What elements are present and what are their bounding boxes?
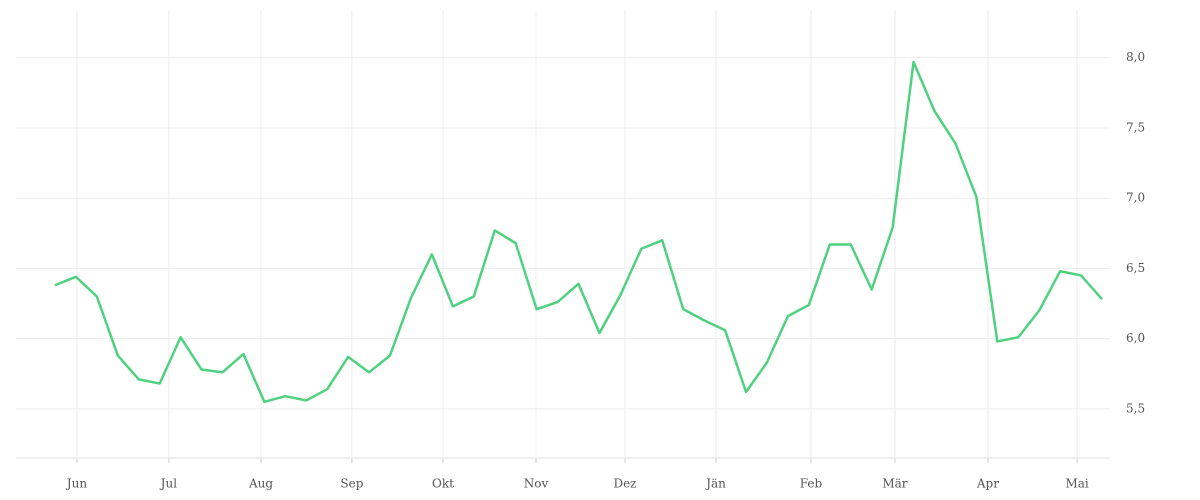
x-tick-label: Dez — [613, 477, 636, 491]
x-tick-label: Okt — [432, 477, 454, 491]
x-tick-label: Feb — [800, 477, 823, 491]
y-tick-label: 7,5 — [1126, 120, 1145, 134]
data-line — [54, 60, 1103, 404]
y-tick-label: 7,0 — [1126, 191, 1145, 205]
y-tick-label: 5,5 — [1126, 401, 1145, 415]
x-tick-label: Nov — [524, 477, 549, 491]
x-tick-label: Mär — [882, 477, 907, 491]
x-tick-label: Jun — [65, 477, 88, 491]
x-tick-label: Jän — [704, 477, 726, 491]
y-tick-label: 6,5 — [1126, 261, 1145, 275]
y-tick-label: 6,0 — [1126, 331, 1145, 345]
x-tick-label: Mai — [1065, 477, 1088, 491]
y-tick-label: 8,0 — [1126, 50, 1145, 64]
x-tick-label: Sep — [340, 477, 363, 491]
x-tick-label: Apr — [976, 477, 999, 491]
x-tick-label: Jul — [159, 477, 178, 491]
x-tick-label: Aug — [248, 477, 273, 491]
